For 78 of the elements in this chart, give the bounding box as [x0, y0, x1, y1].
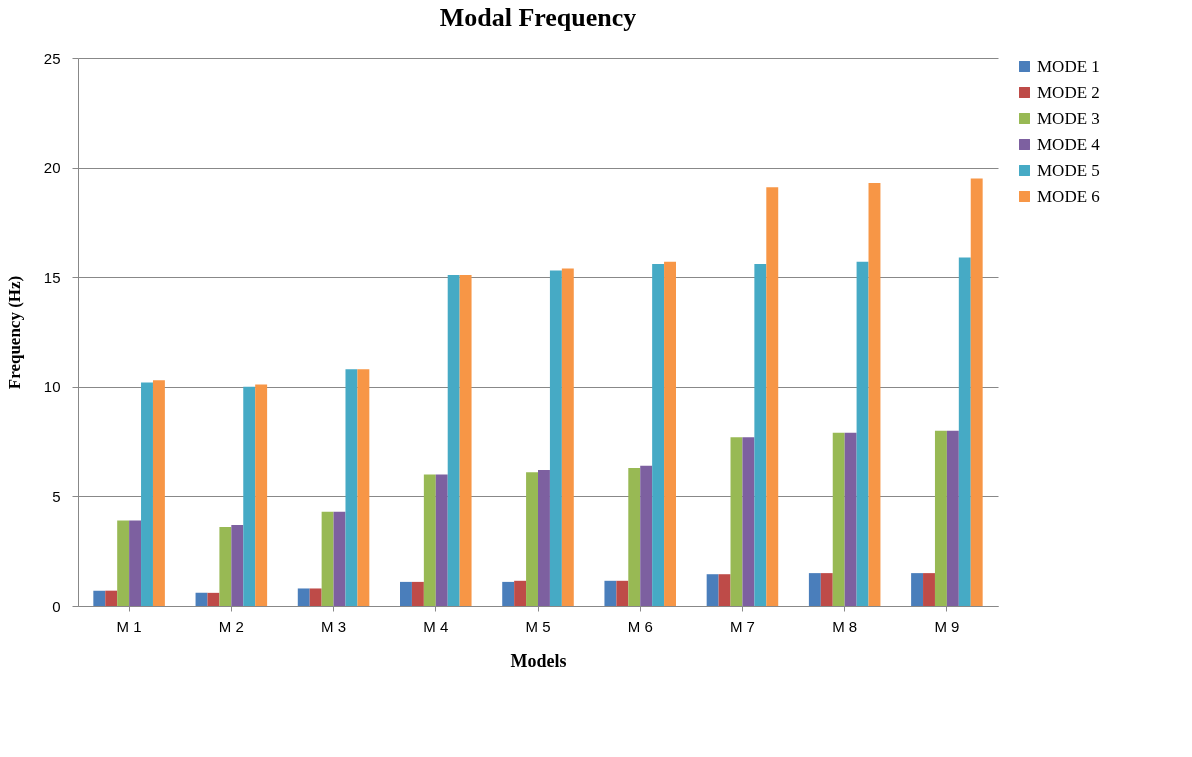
bar — [152, 380, 165, 606]
bar — [117, 520, 130, 606]
bar — [141, 382, 153, 606]
bar — [706, 574, 719, 606]
x-axis-title: Models — [510, 650, 567, 671]
bar — [129, 520, 142, 606]
bar — [526, 472, 538, 606]
bar — [93, 590, 106, 606]
y-tick-label: 5 — [52, 487, 61, 505]
bar — [255, 384, 268, 606]
x-tick-label: M 4 — [423, 617, 449, 635]
bar — [946, 430, 959, 606]
bar — [357, 369, 370, 606]
x-tick-label: M 2 — [218, 617, 244, 635]
y-tick-label: 25 — [43, 49, 61, 67]
bar — [435, 474, 448, 606]
bar — [868, 182, 881, 606]
bar — [958, 257, 971, 606]
legend-label: MODE 3 — [1037, 108, 1100, 128]
bar — [219, 527, 232, 606]
y-tick-label: 10 — [43, 378, 61, 396]
x-tick-label: M 3 — [321, 617, 347, 635]
bar — [297, 588, 310, 606]
bar — [309, 588, 322, 606]
bar — [459, 275, 472, 606]
x-tick-label: M 9 — [934, 617, 960, 635]
bar — [423, 474, 436, 606]
bar — [616, 580, 629, 606]
legend-label: MODE 5 — [1037, 160, 1100, 180]
bar — [447, 275, 460, 606]
legend-label: MODE 2 — [1037, 82, 1100, 102]
bar — [538, 470, 550, 606]
legend-label: MODE 6 — [1037, 186, 1100, 206]
bar — [640, 465, 653, 606]
bar — [243, 386, 256, 606]
legend-label: MODE 4 — [1037, 134, 1101, 154]
bar — [628, 467, 641, 606]
x-tick-label: M 6 — [627, 617, 653, 635]
y-tick-label: 0 — [52, 597, 61, 615]
bar — [195, 592, 208, 606]
bar — [766, 187, 779, 606]
bar — [742, 437, 755, 606]
bar — [856, 261, 869, 606]
bar — [400, 581, 412, 606]
legend-label: MODE 1 — [1037, 56, 1100, 76]
bar — [345, 369, 358, 606]
x-tick-label: M 8 — [832, 617, 858, 635]
bar — [411, 581, 424, 606]
bar — [561, 268, 574, 606]
bar — [832, 432, 845, 606]
x-tick-label: M 7 — [729, 617, 755, 635]
chart-title: Modal Frequency — [439, 3, 637, 32]
bar — [730, 437, 743, 606]
y-tick-label: 15 — [43, 268, 61, 286]
bar — [321, 511, 334, 606]
bar — [820, 573, 833, 606]
bar — [514, 580, 527, 606]
bar — [970, 178, 983, 606]
bar — [664, 261, 676, 606]
bar — [808, 573, 821, 606]
bar — [844, 432, 857, 606]
bar — [105, 590, 118, 606]
bar — [231, 524, 244, 606]
bar — [502, 581, 515, 606]
bar — [923, 573, 935, 606]
bar — [911, 573, 924, 606]
bar — [652, 264, 665, 606]
bar — [604, 580, 617, 606]
bar — [934, 430, 947, 606]
bar — [718, 574, 731, 606]
bar — [549, 270, 562, 606]
x-tick-label: M 1 — [116, 617, 142, 635]
bar — [754, 264, 767, 606]
x-tick-label: M 5 — [525, 617, 551, 635]
bar — [207, 592, 220, 606]
y-tick-label: 20 — [43, 159, 61, 177]
y-axis-title: Frequency (Hz) — [4, 275, 24, 390]
bar — [333, 511, 346, 606]
